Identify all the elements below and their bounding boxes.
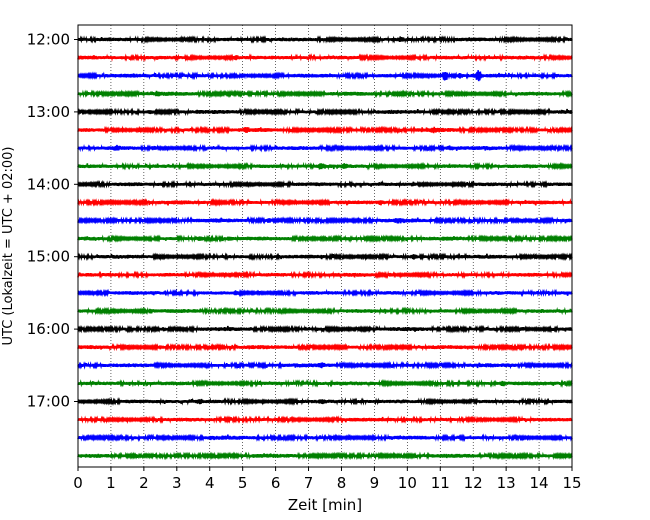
x-tick-label-8: 8 [337, 474, 347, 492]
x-tick-label-4: 4 [205, 474, 215, 492]
trace-1630 [77, 360, 573, 370]
x-tick-label-2: 2 [139, 474, 149, 492]
y-tick-label-1300: 13:00 [27, 103, 70, 121]
trace-1200 [77, 35, 573, 44]
y-tick-label-1500: 15:00 [27, 248, 70, 266]
trace-1500 [77, 252, 573, 262]
x-tick-label-15: 15 [562, 474, 581, 492]
x-tick-label-7: 7 [304, 474, 314, 492]
x-tick-label-3: 3 [172, 474, 182, 492]
x-tick-label-6: 6 [271, 474, 281, 492]
y-tick-label-1700: 17:00 [27, 393, 70, 411]
trace-1615 [77, 342, 573, 352]
x-axis-label: Zeit [min] [288, 496, 362, 514]
x-tick-label-1: 1 [106, 474, 116, 492]
trace-1230 [77, 70, 573, 82]
y-tick-label-1600: 16:00 [27, 320, 70, 338]
trace-1730 [77, 433, 573, 443]
x-tick-label-5: 5 [238, 474, 248, 492]
trace-1430 [77, 216, 573, 225]
y-tick-label-1400: 14:00 [27, 175, 70, 193]
y-axis-label: UTC (Lokalzeit = UTC + 02:00) [1, 147, 16, 346]
y-tick-label-1200: 12:00 [27, 31, 70, 49]
x-tick-label-0: 0 [73, 474, 83, 492]
y-axis: 12:00 13:00 14:00 15:00 16:00 17:00 [27, 31, 78, 411]
trace-1530 [77, 288, 573, 298]
plot-frame [77, 24, 573, 468]
trace-1345 [77, 161, 573, 171]
trace-1315 [77, 125, 573, 135]
x-tick-label-11: 11 [431, 474, 450, 492]
x-tick-label-9: 9 [370, 474, 380, 492]
trace-1600 [77, 324, 573, 334]
trace-1515 [77, 270, 573, 280]
trace-1400 [77, 179, 573, 189]
x-tick-label-12: 12 [464, 474, 483, 492]
trace-1745 [77, 451, 573, 461]
x-tick-label-13: 13 [497, 474, 516, 492]
trace-1300 [77, 107, 573, 117]
x-tick-label-10: 10 [398, 474, 417, 492]
trace-1545 [77, 306, 573, 316]
trace-1645 [77, 378, 573, 388]
trace-1445 [77, 234, 573, 244]
trace-1415 [77, 197, 573, 207]
trace-layer [77, 35, 573, 461]
trace-1700 [77, 397, 573, 406]
x-axis: 0 1 2 3 4 5 6 7 8 9 10 11 12 13 14 15 [73, 467, 582, 492]
trace-1215 [77, 53, 573, 62]
trace-1245 [77, 89, 573, 99]
trace-1330 [77, 143, 573, 153]
trace-1715 [77, 415, 573, 425]
x-tick-label-14: 14 [530, 474, 549, 492]
